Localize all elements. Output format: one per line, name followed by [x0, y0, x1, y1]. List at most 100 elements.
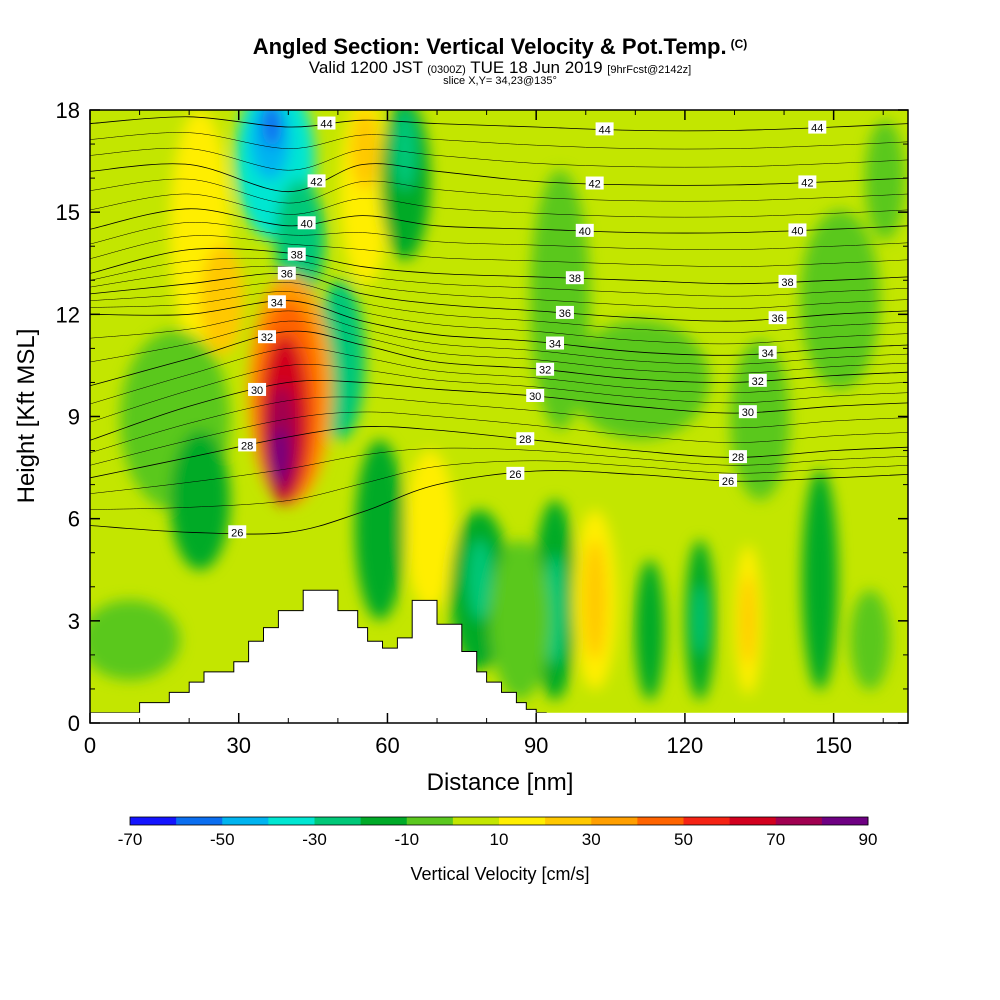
- contour-label: 28: [728, 450, 747, 464]
- y-tick-label: 12: [56, 302, 80, 327]
- contour-label: 38: [778, 274, 797, 289]
- contour-label: 28: [238, 438, 257, 452]
- colorbar-swatch: [406, 817, 454, 825]
- colorbar-swatch: [314, 817, 362, 825]
- y-tick-label: 15: [56, 200, 80, 225]
- contour-label: 44: [317, 116, 336, 131]
- contour-label-text: 28: [519, 434, 531, 446]
- contour-label: 42: [307, 174, 326, 188]
- theta-contour-minor: [90, 396, 908, 454]
- contour-label: 36: [555, 305, 574, 320]
- contour-label-box: [778, 274, 797, 288]
- y-tick-label: 3: [68, 609, 80, 634]
- contour-label-box: [808, 120, 827, 134]
- y-tick-label: 6: [68, 507, 80, 532]
- valid-date: TUE 18 Jun 2019: [470, 58, 603, 77]
- contour-label-box: [575, 223, 594, 237]
- contour-label-box: [287, 247, 306, 261]
- terrain-profile: [89, 589, 547, 724]
- contour-label: 30: [248, 382, 267, 397]
- contour-label-text: 26: [231, 527, 243, 539]
- theta-contour-minor: [90, 282, 908, 333]
- contour-label-box: [317, 116, 336, 130]
- colorbar-swatch: [729, 817, 777, 825]
- contour-label: 32: [748, 373, 767, 388]
- colorbar-swatch: [222, 817, 269, 825]
- colorbar-tick-label: 70: [766, 830, 785, 849]
- contour-label-text: 42: [310, 176, 322, 188]
- colorbar-swatch: [637, 817, 684, 825]
- velocity-cell: [490, 540, 550, 700]
- ground-band: [90, 712, 908, 723]
- colorbar-swatch: [130, 817, 177, 825]
- contour-label-text: 44: [811, 123, 823, 135]
- slice-info: slice X,Y= 34,23@135°: [443, 75, 557, 87]
- contour-label-text: 30: [529, 391, 541, 403]
- theta-contour-minor: [90, 193, 908, 218]
- contour-label-text: 34: [271, 297, 283, 309]
- contour-label: 32: [257, 330, 276, 344]
- colorbar-tick-label: 30: [582, 830, 601, 849]
- velocity-cell: [635, 560, 665, 700]
- contour-label: 42: [798, 175, 817, 189]
- chart-title-text: Angled Section: Vertical Velocity & Pot.…: [252, 34, 727, 59]
- colorbar-swatch: [683, 817, 731, 825]
- contour-label-text: 42: [589, 179, 601, 191]
- velocity-cell: [570, 320, 710, 440]
- y-tick-label: 9: [68, 405, 80, 430]
- velocity-cell: [200, 245, 244, 355]
- contour-label-box: [516, 432, 535, 446]
- contour-label: 42: [585, 176, 604, 191]
- theta-contour-minor: [90, 447, 908, 494]
- colorbar: -70 -50 -30 -10 10 30 50 70 90: [118, 816, 878, 849]
- contour-label-box: [257, 330, 276, 344]
- velocity-cell: [850, 590, 890, 690]
- x-tick-label: 30: [226, 733, 250, 758]
- contour-label-box: [788, 223, 807, 237]
- velocity-cell: [545, 555, 565, 665]
- contour-label-box: [758, 345, 777, 359]
- contour-label: 40: [297, 216, 316, 230]
- colorbar-tick-label: 90: [859, 830, 878, 849]
- contour-label-box: [536, 362, 555, 376]
- contour-label-box: [546, 336, 565, 350]
- contour-label-text: 30: [251, 385, 263, 397]
- contour-label-text: 32: [752, 376, 764, 388]
- colorbar-swatch: [591, 817, 638, 825]
- theta-contour-minor: [90, 411, 908, 466]
- contour-label-box: [228, 525, 247, 539]
- terrain: [89, 589, 908, 724]
- colorbar-tick-label: 10: [490, 830, 509, 849]
- theta-contour-minor: [90, 147, 908, 171]
- x-axis-label: Distance [nm]: [427, 769, 574, 796]
- y-tick-label: 0: [68, 711, 80, 736]
- colorbar-label: Vertical Velocity [cm/s]: [410, 864, 589, 884]
- theta-contour-minor: [90, 222, 908, 250]
- contour-label-text: 36: [281, 269, 293, 281]
- theta-contour-minor: [90, 364, 908, 423]
- contour-label-text: 36: [771, 313, 783, 325]
- colorbar-tick-label: -30: [302, 830, 327, 849]
- x-tick-label: 0: [84, 733, 96, 758]
- velocity-cell: [468, 540, 492, 620]
- contour-label-text: 38: [781, 277, 793, 289]
- contour-label: 34: [546, 336, 565, 351]
- contour-label-text: 36: [559, 308, 571, 320]
- contour-label-box: [768, 311, 787, 325]
- velocity-cell: [90, 600, 180, 680]
- colorbar-tick-label: -50: [210, 830, 235, 849]
- y-tick-label: 18: [56, 98, 80, 123]
- contour-label: 30: [526, 388, 545, 403]
- forecast-info: [9hrFcst@2142z]: [607, 64, 692, 76]
- contour-label-text: 32: [261, 332, 273, 344]
- theta-contour-minor: [90, 310, 908, 365]
- contour-label: 34: [758, 345, 777, 360]
- theta-contour-minor: [90, 257, 908, 297]
- chart-title: Angled Section: Vertical Velocity & Pot.…: [0, 36, 1000, 58]
- contour-label-text: 26: [722, 476, 734, 488]
- velocity-cell: [351, 110, 379, 190]
- theta-contour-minor: [90, 291, 908, 345]
- contour-label-box: [506, 466, 525, 480]
- contour-labels: 26 26 26 28 28 28 30 30 30 32 32 32 34 34 34 36 36 36 38 38…: [228, 116, 827, 539]
- contour-label: 40: [575, 223, 594, 238]
